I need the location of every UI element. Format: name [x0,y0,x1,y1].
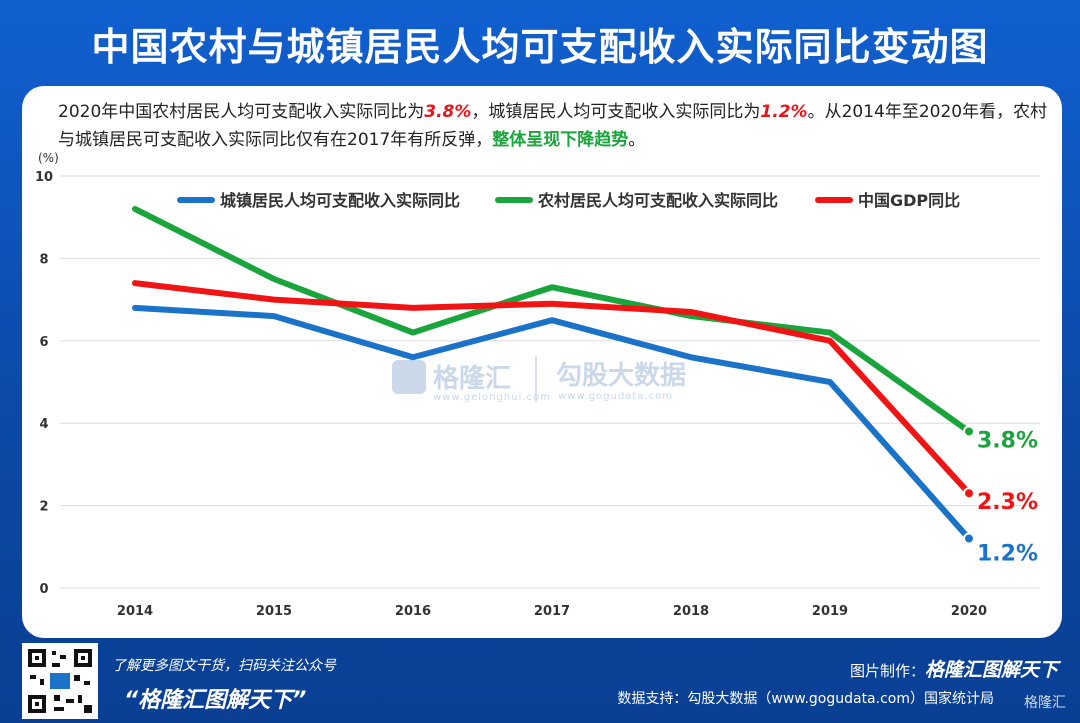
series-line-2 [132,280,972,497]
series-endpoint-1 [963,425,975,438]
watermark-brand2: 勾股大数据 [556,361,686,391]
x-tick-label: 2019 [812,604,848,619]
summary-part1: 2020年中国农村居民人均可支配收入实际同比为 [58,102,425,122]
page-title: 中国农村与城镇居民人均可支配收入实际同比变动图 [91,25,989,69]
footer-promo-line1: 了解更多图文干货，扫码关注公众号 [112,658,336,674]
y-axis-unit: (%) [38,151,59,165]
footer-credit-brand: 格隆汇图解天下 [924,659,1058,681]
y-tick-label: 2 [39,500,48,515]
x-tick-label: 2017 [534,604,570,619]
watermark-brand1-url: www.gelonghui.com [433,392,551,403]
summary-urban-value: 1.2% [760,102,808,122]
summary-text: 2020年中国农村居民人均可支配收入实际同比为3.8%，城镇居民人均可支配收入实… [58,98,1048,154]
x-tick-label: 2014 [117,604,153,619]
grid-lines [60,175,1040,589]
watermark: 格隆汇 www.gelonghui.com 勾股大数据 www.gogudata… [392,356,686,403]
y-tick-label: 8 [39,252,48,267]
y-tick-label: 6 [39,335,48,350]
footer-promo-line2: “格隆汇图解天下” [124,688,307,713]
x-tick-label: 2015 [256,604,292,619]
series-line-0 [132,304,972,542]
summary-part2: ，城镇居民人均可支配收入实际同比为 [471,102,761,122]
qr-code-icon [28,649,92,713]
chart-panel [22,86,1062,638]
series-end-label-0: 1.2% [977,542,1038,567]
legend-label-2: 中国GDP同比 [858,191,960,210]
y-tick-label: 10 [35,170,53,185]
footer-credit: 图片制作：格隆汇图解天下 [850,655,1058,682]
x-tick-label: 2016 [395,604,431,619]
series-endpoint-0 [963,532,975,545]
series-end-label-2: 2.3% [977,490,1038,515]
x-tick-label: 2018 [673,604,709,619]
qr-code [22,643,98,719]
series-lines: 1.2% 3.8% 2.3% [132,205,1038,567]
y-axis-ticks: 0 2 4 6 8 10 [35,170,53,597]
series-line-1 [132,205,972,435]
legend-label-0: 城镇居民人均可支配收入实际同比 [220,191,460,210]
summary-part3: 。从2014年至2020年看，农村与城镇居民可支配收入实际同比仅有在2017年有… [58,102,1048,150]
x-axis-ticks: 2014 2015 2016 2017 2018 2019 2020 [117,604,987,619]
footer-source: 数据支持：勾股大数据（www.gogudata.com）国家统计局 [617,691,994,707]
series-end-label-1: 3.8% [977,428,1038,453]
summary-part4: 。 [628,130,646,150]
series-endpoint-2 [963,487,975,500]
legend: 城镇居民人均可支配收入实际同比 农村居民人均可支配收入实际同比 中国GDP同比 [177,191,960,210]
summary-rural-value: 3.8% [424,102,472,122]
y-tick-label: 4 [39,417,48,432]
legend-label-1: 农村居民人均可支配收入实际同比 [537,191,778,210]
watermark-brand2-url: www.gogudata.com [558,391,673,402]
footer-credit-label: 图片制作： [849,662,925,680]
watermark-logo-icon [392,360,426,394]
watermark-brand1: 格隆汇 [433,363,511,394]
y-tick-label: 0 [39,582,48,597]
footer-corner-logo: 格隆汇 [1024,695,1066,711]
x-tick-label: 2020 [951,604,987,619]
summary-conclusion: 整体呈现下降趋势 [492,130,629,150]
